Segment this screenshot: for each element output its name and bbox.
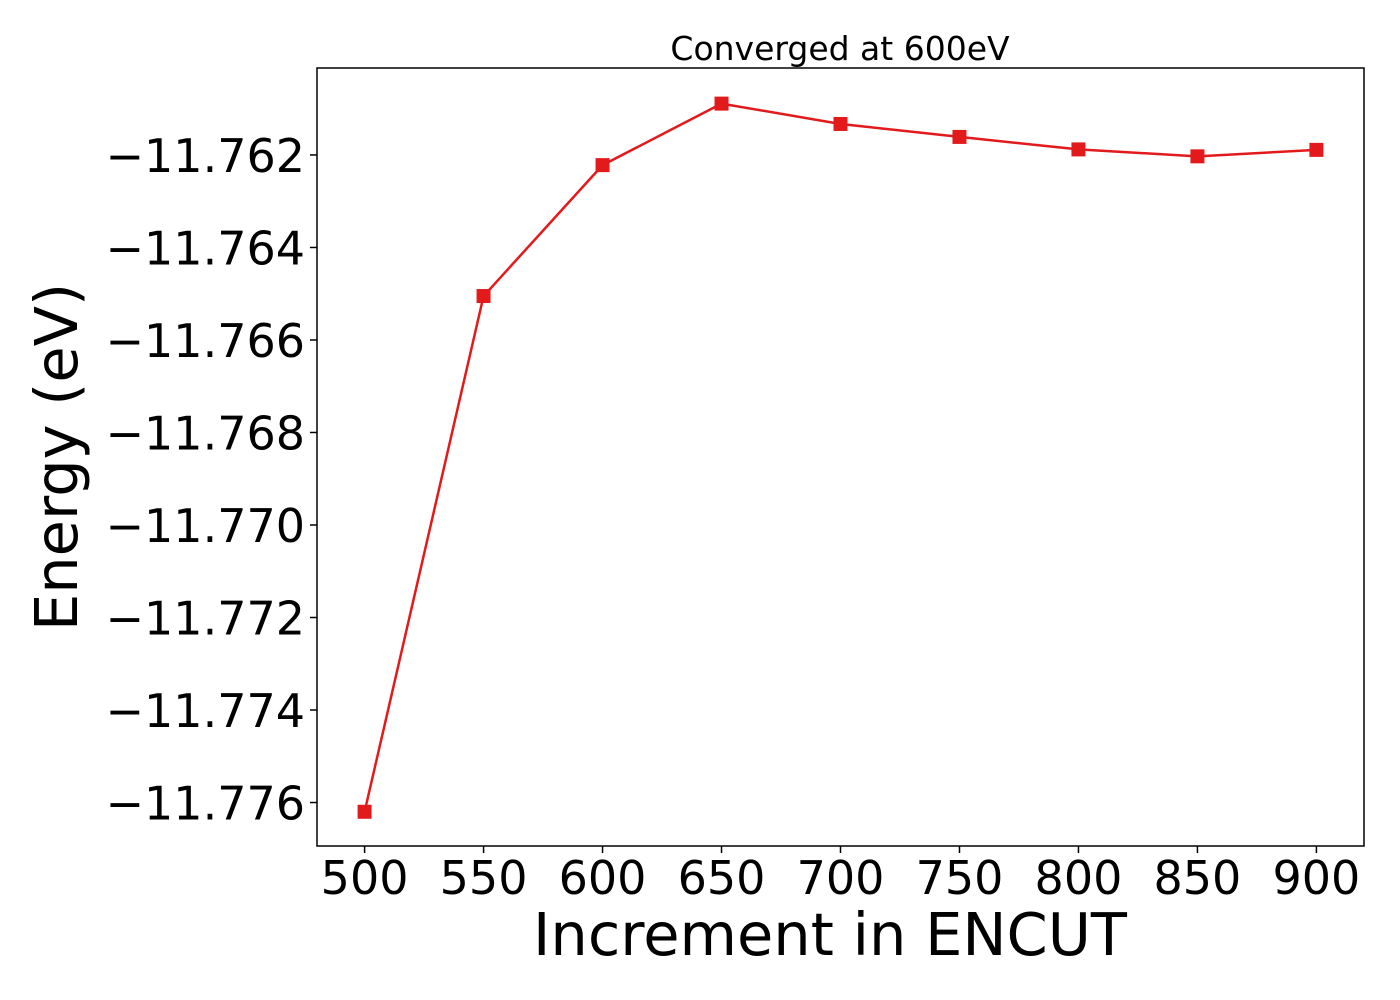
x-tick-label: 900 xyxy=(1273,851,1361,905)
x-axis-label: Increment in ENCUT xyxy=(533,900,1128,969)
y-axis-label: Energy (eV) xyxy=(22,283,91,631)
x-tick-label: 550 xyxy=(440,851,528,905)
y-tick-label: −11.766 xyxy=(106,314,306,368)
x-tick-label: 850 xyxy=(1154,851,1242,905)
data-point-marker xyxy=(357,804,372,819)
x-axis-ticks: 500 550 600 650 700 750 800 850 900 xyxy=(321,846,1361,905)
y-tick-label: −11.764 xyxy=(106,221,306,275)
data-point-marker xyxy=(1190,149,1205,164)
chart-title: Converged at 600eV xyxy=(670,29,1010,68)
data-point-marker xyxy=(476,289,491,304)
x-tick-label: 700 xyxy=(797,851,885,905)
y-tick-label: −11.762 xyxy=(106,129,306,183)
series-line xyxy=(363,102,1317,813)
y-tick-label: −11.776 xyxy=(106,777,306,831)
data-point-marker xyxy=(714,96,729,111)
y-tick-label: −11.770 xyxy=(106,499,306,553)
data-point-marker xyxy=(1071,142,1086,157)
data-point-marker xyxy=(833,116,848,131)
x-tick-label: 650 xyxy=(678,851,766,905)
x-tick-label: 500 xyxy=(321,851,409,905)
x-tick-label: 800 xyxy=(1035,851,1123,905)
x-tick-label: 750 xyxy=(916,851,1004,905)
x-tick-label: 600 xyxy=(559,851,647,905)
data-point-marker xyxy=(595,158,610,173)
data-point-marker xyxy=(1309,142,1324,157)
y-tick-label: −11.768 xyxy=(106,406,306,460)
y-tick-label: −11.774 xyxy=(106,684,306,738)
data-series-layer xyxy=(357,96,1324,819)
data-point-marker xyxy=(952,129,967,144)
y-tick-label: −11.772 xyxy=(106,592,306,646)
y-axis-ticks: −11.776 −11.774 −11.772 −11.770 −11.768 −11.7… xyxy=(106,129,317,831)
plot-frame xyxy=(316,67,1365,847)
